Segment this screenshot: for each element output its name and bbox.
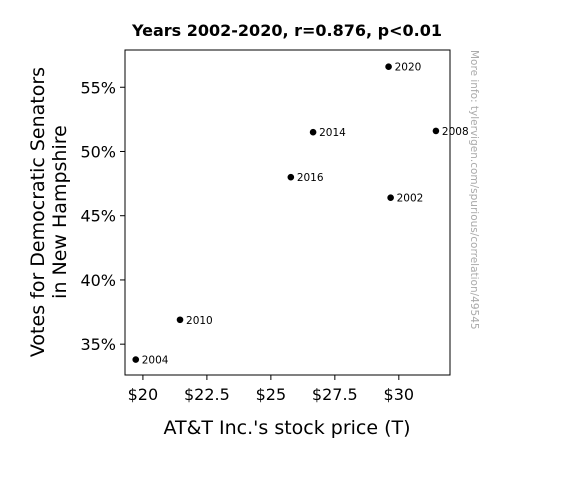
watermark: More info: tylervigen.com/spurious/corre… — [468, 50, 480, 330]
y-tick-label: 40% — [80, 271, 116, 290]
plot-area-frame — [124, 49, 451, 376]
x-tick-label: $30 — [384, 385, 415, 404]
data-label-2010: 2010 — [186, 315, 213, 327]
data-point-2002 — [387, 194, 394, 202]
data-point-2008 — [432, 127, 440, 135]
y-axis-label: Votes for Democratic Senators in New Ham… — [27, 67, 71, 357]
y-axis-label-line-1: Votes for Democratic Senators — [27, 67, 49, 357]
x-tick-label: $20 — [128, 385, 159, 404]
data-label-2008: 2008 — [442, 126, 469, 138]
x-tick-label: $22.5 — [184, 385, 230, 404]
x-axis-ticks: $20 $22.5 $25 $27.5 $30 — [128, 375, 414, 404]
y-axis-ticks: 35% 40% 45% 50% 55% — [80, 78, 125, 354]
y-tick-label: 55% — [80, 78, 116, 97]
data-label-2016: 2016 — [297, 172, 324, 184]
y-tick-label: 50% — [80, 142, 116, 161]
y-axis-label-line-2: in New Hampshire — [49, 125, 71, 299]
x-axis-label: AT&T Inc.'s stock price (T) — [163, 417, 410, 439]
watermark-text: More info: tylervigen.com/spurious/corre… — [468, 50, 480, 330]
data-point-2004 — [132, 356, 140, 363]
data-points: 2002 2004 2008 2010 2014 2016 2020 — [132, 62, 469, 367]
x-tick-label: $25 — [256, 385, 287, 404]
y-tick-label: 45% — [80, 207, 116, 226]
data-label-2002: 2002 — [397, 193, 424, 205]
data-label-2014: 2014 — [319, 127, 346, 139]
data-label-2004: 2004 — [142, 355, 169, 367]
data-label-2020: 2020 — [395, 62, 422, 74]
chart-title: Years 2002-2020, r=0.876, p<0.01 — [131, 21, 442, 40]
data-point-2014 — [309, 128, 317, 136]
data-point-2016 — [287, 173, 295, 181]
data-point-2020 — [385, 63, 392, 70]
data-point-2010 — [176, 316, 184, 324]
y-tick-label: 35% — [80, 335, 116, 354]
x-tick-label: $27.5 — [312, 385, 358, 404]
